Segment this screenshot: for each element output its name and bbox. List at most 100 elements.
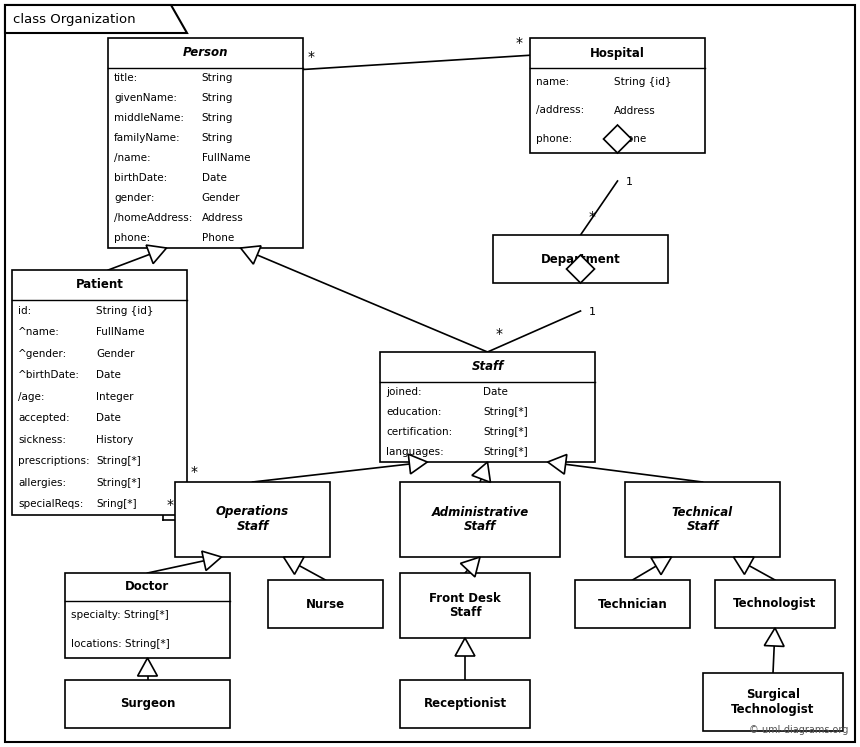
Text: FullName: FullName: [96, 327, 144, 337]
Text: Staff: Staff: [471, 361, 504, 374]
Text: Technical
Staff: Technical Staff: [672, 506, 733, 533]
Text: specialty: String[*]: specialty: String[*]: [71, 610, 169, 620]
Text: Surgical
Technologist: Surgical Technologist: [731, 688, 814, 716]
Text: id:: id:: [18, 306, 31, 316]
Text: middleName:: middleName:: [114, 113, 184, 123]
Text: Phone: Phone: [201, 233, 234, 243]
Polygon shape: [284, 557, 304, 574]
Text: String[*]: String[*]: [483, 407, 528, 417]
Polygon shape: [5, 5, 187, 33]
Text: phone:: phone:: [114, 233, 150, 243]
Text: phone:: phone:: [536, 134, 572, 144]
Polygon shape: [651, 557, 672, 574]
Text: String {id}: String {id}: [96, 306, 153, 316]
Text: Receptionist: Receptionist: [423, 698, 507, 710]
Text: familyName:: familyName:: [114, 133, 181, 143]
Text: Sring[*]: Sring[*]: [96, 499, 137, 509]
Polygon shape: [146, 245, 167, 264]
Text: Person: Person: [182, 46, 228, 60]
Polygon shape: [460, 557, 480, 577]
Bar: [400, 680, 530, 728]
Text: /age:: /age:: [18, 391, 45, 402]
Text: Department: Department: [541, 252, 620, 265]
Bar: [703, 673, 843, 731]
Text: *: *: [495, 327, 502, 341]
Text: String {id}: String {id}: [614, 77, 672, 87]
Polygon shape: [604, 125, 631, 153]
Polygon shape: [455, 638, 475, 656]
Text: String[*]: String[*]: [483, 427, 528, 437]
Text: String[*]: String[*]: [96, 478, 141, 488]
Text: Surgeon: Surgeon: [120, 698, 175, 710]
Bar: [575, 580, 690, 628]
Text: languages:: languages:: [386, 447, 444, 457]
Text: History: History: [96, 435, 133, 444]
Bar: [268, 580, 383, 628]
Text: 1: 1: [588, 307, 595, 317]
Text: /name:: /name:: [114, 153, 150, 163]
Text: Integer: Integer: [96, 391, 133, 402]
Text: education:: education:: [386, 407, 441, 417]
Polygon shape: [202, 551, 222, 571]
Bar: [380, 352, 595, 462]
Text: givenName:: givenName:: [114, 93, 177, 103]
Text: class Organization: class Organization: [13, 13, 136, 25]
Text: Date: Date: [96, 413, 121, 424]
Bar: [175, 482, 330, 557]
Text: Hospital: Hospital: [590, 46, 645, 60]
Text: Gender: Gender: [201, 193, 240, 203]
Text: Nurse: Nurse: [306, 598, 345, 610]
Text: Date: Date: [96, 371, 121, 380]
Text: *: *: [588, 210, 595, 224]
Text: String: String: [201, 133, 233, 143]
Text: joined:: joined:: [386, 387, 421, 397]
Polygon shape: [408, 454, 427, 474]
Text: Doctor: Doctor: [126, 580, 169, 594]
Text: String: String: [201, 93, 233, 103]
Text: *: *: [516, 37, 523, 50]
Text: String[*]: String[*]: [96, 456, 141, 466]
Text: Technician: Technician: [598, 598, 667, 610]
Text: /address:: /address:: [536, 105, 584, 116]
Text: prescriptions:: prescriptions:: [18, 456, 89, 466]
Polygon shape: [138, 658, 157, 676]
Polygon shape: [567, 255, 594, 283]
Text: certification:: certification:: [386, 427, 452, 437]
Text: Technologist: Technologist: [734, 598, 817, 610]
Text: accepted:: accepted:: [18, 413, 70, 424]
Bar: [530, 38, 705, 153]
Text: Address: Address: [614, 105, 655, 116]
Text: locations: String[*]: locations: String[*]: [71, 639, 169, 648]
Polygon shape: [548, 454, 567, 474]
Text: /homeAddress:: /homeAddress:: [114, 213, 193, 223]
Polygon shape: [765, 628, 784, 646]
Text: String: String: [201, 113, 233, 123]
Text: name:: name:: [536, 77, 569, 87]
Text: ^birthDate:: ^birthDate:: [18, 371, 80, 380]
Text: Date: Date: [483, 387, 508, 397]
Text: *: *: [167, 498, 174, 512]
Text: String[*]: String[*]: [483, 447, 528, 457]
Bar: [65, 680, 230, 728]
Text: FullName: FullName: [201, 153, 250, 163]
Polygon shape: [241, 246, 261, 264]
Bar: [625, 482, 780, 557]
Text: title:: title:: [114, 73, 138, 83]
Text: Date: Date: [201, 173, 226, 183]
Text: specialReqs:: specialReqs:: [18, 499, 83, 509]
Text: birthDate:: birthDate:: [114, 173, 167, 183]
Text: *: *: [308, 51, 315, 64]
Text: sickness:: sickness:: [18, 435, 66, 444]
Text: gender:: gender:: [114, 193, 155, 203]
Text: Phone: Phone: [614, 134, 646, 144]
Polygon shape: [734, 557, 754, 574]
Text: *: *: [191, 465, 198, 479]
Bar: [12, 270, 187, 515]
Text: Gender: Gender: [96, 349, 134, 359]
Text: Operations
Staff: Operations Staff: [216, 506, 289, 533]
Text: ^gender:: ^gender:: [18, 349, 67, 359]
Bar: [493, 235, 668, 283]
Text: Front Desk
Staff: Front Desk Staff: [429, 592, 501, 619]
Text: Patient: Patient: [76, 279, 124, 291]
Text: allergies:: allergies:: [18, 478, 66, 488]
